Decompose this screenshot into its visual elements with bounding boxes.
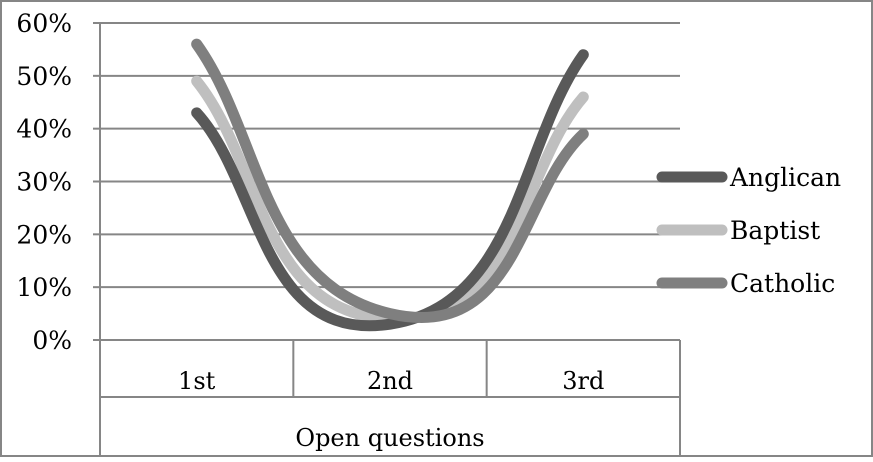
y-tick-label: 30% (16, 168, 72, 197)
axes (99, 23, 681, 455)
legend-label: Catholic (730, 269, 835, 298)
series-line-catholic (191, 38, 589, 323)
legend-label: Baptist (730, 216, 820, 245)
legend-label: Anglican (729, 163, 841, 192)
y-tick-label: 50% (16, 62, 72, 91)
y-tick-labels: 0% 10% 20% 30% 40% 50% 60% (16, 9, 72, 355)
x-axis-title: Open questions (295, 424, 484, 452)
legend: Anglican Baptist Catholic (656, 163, 841, 298)
category-labels: 1st 2nd 3rd (178, 367, 604, 395)
category-label: 3rd (562, 367, 604, 395)
y-tick-label: 0% (32, 326, 72, 355)
category-label: 1st (178, 367, 216, 395)
series-line-anglican (191, 49, 589, 332)
category-label: 2nd (367, 367, 413, 395)
series-lines (191, 38, 589, 332)
y-tick-label: 40% (16, 115, 72, 144)
y-tick-label: 10% (16, 273, 72, 302)
y-tick-label: 20% (16, 220, 72, 249)
y-tick-label: 60% (16, 9, 72, 38)
